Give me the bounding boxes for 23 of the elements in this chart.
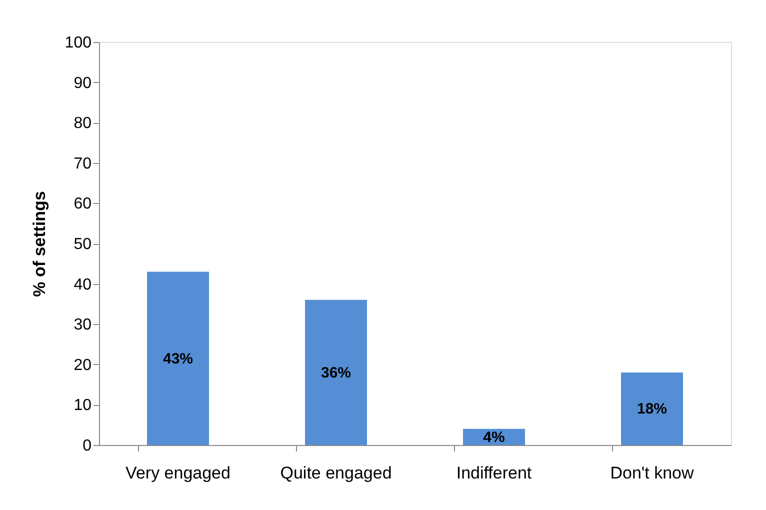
y-tick-label: 90: [74, 74, 92, 92]
data-label: 4%: [483, 428, 505, 446]
bar: [147, 272, 209, 445]
y-tick-label: 70: [74, 155, 92, 172]
y-axis-title: % of settings: [30, 191, 49, 297]
y-tick-label: 20: [74, 356, 92, 374]
y-tick-label: 50: [74, 236, 92, 253]
bar: [305, 300, 367, 445]
data-label: 43%: [162, 350, 194, 368]
data-label: 36%: [320, 364, 352, 382]
x-tick-label: Indifferent: [456, 464, 532, 482]
y-tick-label: 30: [74, 316, 92, 334]
y-tick-label: 60: [74, 196, 92, 213]
x-tick-label: Very engaged: [126, 464, 230, 482]
y-tick-label: 0: [82, 438, 92, 454]
bar: [621, 372, 683, 445]
y-tick-label: 80: [74, 115, 92, 132]
data-label: 18%: [636, 400, 668, 418]
y-tick-label: 40: [74, 276, 92, 294]
x-tick-label: Don't know: [610, 464, 694, 482]
y-tick-label: 10: [74, 397, 92, 414]
x-tick-label: Quite engaged: [280, 464, 392, 482]
y-tick-label: 100: [64, 34, 92, 52]
